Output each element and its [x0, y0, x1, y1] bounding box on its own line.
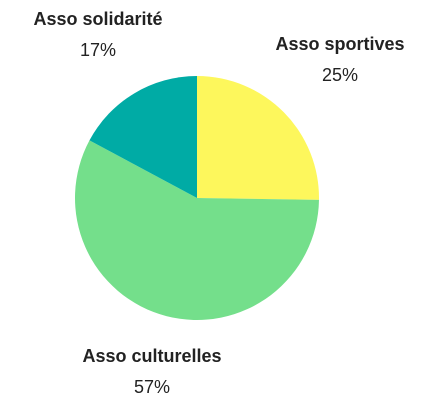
slice-name: Asso culturelles — [82, 346, 221, 366]
slice-value-label: 17% — [80, 40, 116, 60]
slice-name: Asso sportives — [275, 34, 404, 54]
pie-slice — [74, 140, 319, 320]
slice-value-label: 25% — [322, 65, 358, 85]
slice-value-label: 57% — [134, 377, 170, 397]
slice-name: Asso solidarité — [33, 9, 162, 29]
pie-slice — [197, 76, 319, 200]
pie-slice — [89, 76, 197, 198]
